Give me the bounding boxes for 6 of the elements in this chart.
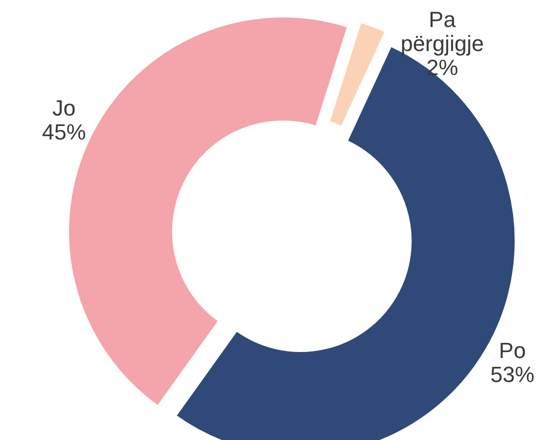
slice-label: Jo [52, 96, 76, 121]
data-label: 53% [490, 362, 534, 388]
slice-label: Po [498, 338, 526, 364]
slice-label: Pa përgjigje [400, 6, 484, 56]
data-label: 2% [426, 54, 458, 80]
data-label: 45% [42, 120, 86, 145]
